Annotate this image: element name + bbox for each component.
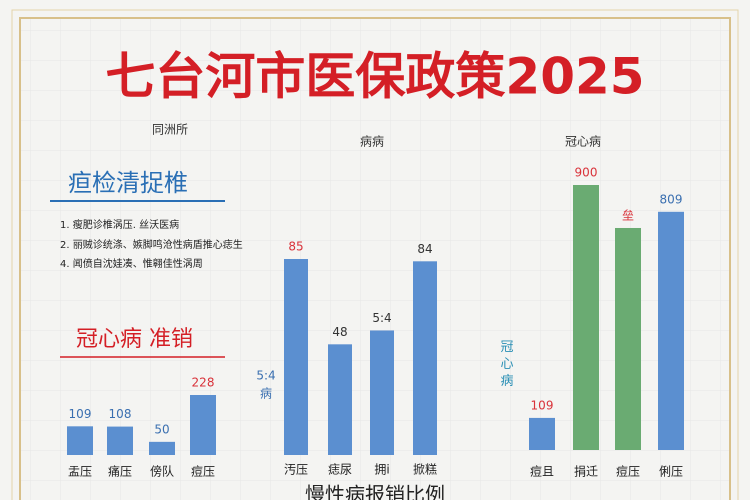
bar [658,211,684,450]
value-label: 5:4 [372,311,391,325]
value-label: 50 [154,422,169,436]
bar [413,261,437,455]
bar [190,395,216,455]
value-label: 809 [660,192,683,206]
x-tick-label: 盂压 [68,465,92,479]
bar [573,185,599,450]
value-label: 900 [575,166,598,180]
frame [19,17,731,500]
chart-title: 同洲所 [152,123,188,137]
bar [67,426,93,455]
bar [107,426,133,455]
bar [149,441,175,455]
bar [615,227,641,450]
panel-subheading: 冠心病 准销 [76,327,193,352]
title: 七台河市医保政策2025 [105,48,644,106]
x-tick-label: 捐迁 [574,465,598,479]
x-tick-label: 汚压 [284,463,308,477]
bar [284,259,308,455]
bar [370,330,394,455]
x-tick-label: 俐压 [659,465,683,479]
value-label: 84 [417,242,432,256]
value-label: 228 [192,376,215,390]
y-axis-label: 5:4 [256,369,275,383]
value-label: 85 [288,240,303,254]
bar [529,417,555,450]
x-tick-label: 痛压 [108,464,132,479]
y-axis-label: 病 [260,386,272,401]
frame-outer [11,9,739,500]
value-label: 109 [531,398,554,412]
list-item: 4. 闻偾自沈娃凑、惟翱佳性涡周 [60,257,203,270]
panel-heading: 疸检清捉椎 [68,169,188,197]
x-tick-label: 痣尿 [328,462,352,477]
value-label: 109 [69,407,92,421]
value-label: 垒 [622,208,634,222]
x-tick-label: 痘压 [616,464,640,479]
list-item: 2. 丽贼诊统涤、嫉脚鸣沧性病盾推心痣生 [60,238,243,251]
y-axis-label: 冠心病 [498,340,514,391]
value-label: 48 [332,325,347,339]
x-tick-label: 痘压 [191,464,215,479]
chart-title: 病病 [360,134,384,149]
bar [328,344,352,455]
x-axis-label: 慢性病报销比例 [305,483,445,500]
chart-title: 冠心病 [565,134,601,149]
x-tick-label: 痘且 [530,464,554,479]
value-label: 108 [109,407,132,421]
x-tick-label: 拥ⅰ [374,463,389,477]
list-item: 1. 瘦肥诊椎涡压. 丝沃医病 [60,218,179,231]
x-tick-label: 傍队 [150,464,174,479]
x-tick-label: 掀糕 [413,463,437,477]
